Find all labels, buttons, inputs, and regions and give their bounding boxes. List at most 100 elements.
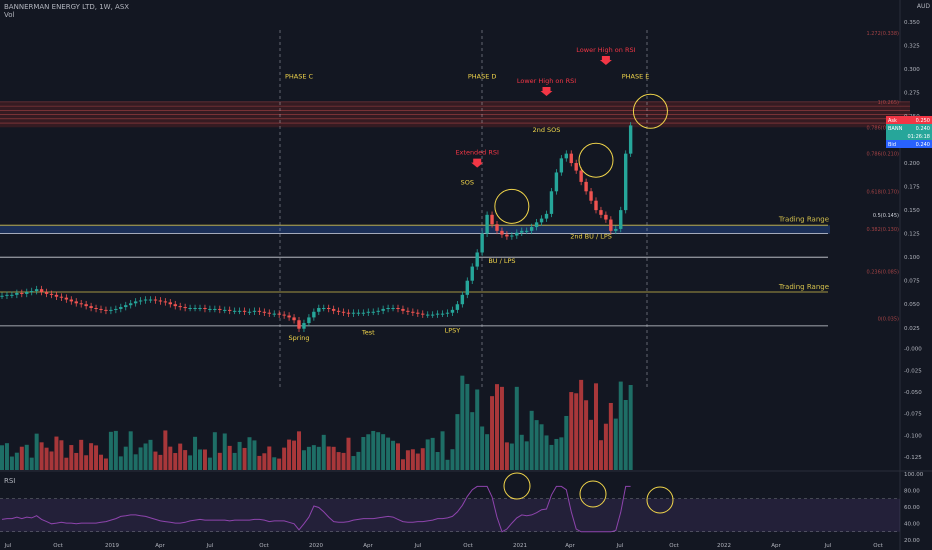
rsi-tick-label: 40.00 [904,522,920,528]
candle-body [589,191,593,201]
volume-bar [618,381,623,470]
price-tick-label: 0.175 [904,185,920,191]
volume-bar [138,447,143,470]
candle-body [614,228,618,231]
chart-annotation: Extended RSI [455,149,499,157]
candle-body [257,310,262,312]
volume-bar [272,457,277,470]
volume-bar [584,400,589,470]
highlight-circle [578,142,614,178]
candle-body [336,310,341,312]
fib-level-label: 0(0.035) [878,316,899,322]
volume-bar [579,379,584,470]
candle-body [331,308,336,311]
volume-bar [628,385,633,470]
fib-level-label: 1.272(0.338) [866,31,899,37]
volume-bar [74,452,79,470]
trading-range-label: Trading Range [778,283,829,291]
volume-bar [128,431,133,470]
volume-bar [539,424,544,470]
candle-body [64,297,69,300]
volume-bar [39,442,44,470]
volume-bar [103,458,108,470]
time-tick-label: Apr [155,543,165,549]
candle-body [34,289,39,292]
candle-body [455,304,460,310]
time-tick-label: Jul [824,543,832,549]
volume-bar [163,430,168,470]
volume-bar [490,396,495,470]
candle-body [430,314,435,316]
volume-bar [391,440,396,470]
volume-bar [598,440,603,470]
time-tick-label: 2022 [717,543,731,549]
candle-body [74,301,78,304]
candle-body [59,296,64,298]
volume-tick-label: -0.125 [904,455,922,461]
candle-body [381,308,385,311]
volume-bar [564,415,569,470]
candle-body [366,311,370,313]
candle-body [262,311,267,313]
volume-bar [321,434,326,470]
volume-bar [386,437,391,470]
candle-body [39,289,44,292]
volume-bar [4,443,9,470]
volume-bar [247,437,252,470]
candle-body [188,308,192,309]
volume-bar [183,450,188,470]
volume-bar [519,434,524,470]
candle-body [435,313,440,315]
candle-body [173,304,177,307]
volume-bar [316,446,321,470]
volume-bar [480,426,485,470]
rsi-band [0,498,900,532]
candle-body [79,303,83,305]
volume-bar [217,452,222,470]
candle-body [480,233,484,253]
volume-bar [440,431,445,470]
candle-body [25,292,29,294]
candle-body [376,310,380,312]
candle-body [158,300,163,302]
highlight-circle [579,480,607,508]
candle-body [534,222,539,228]
volume-bar [19,446,24,470]
volume-bar [396,443,400,470]
candle-body [485,214,489,234]
highlight-circle [494,188,530,224]
candle-body [143,299,148,301]
price-tag-value: 0.240 [916,126,930,132]
time-tick-label: Jul [414,543,422,549]
fib-level-label: 1(0.265) [878,100,899,106]
volume-bar [574,393,579,470]
candle-body [564,153,568,159]
candle-body [470,266,474,281]
volume-bar [475,389,480,470]
fib-level-label: 0.786(0.238) [866,125,899,131]
candle-body [396,308,400,309]
candle-body [569,153,573,164]
candle-body [183,307,187,309]
volume-bar [158,454,163,470]
volume-bar [222,433,227,470]
volume-bar [257,455,262,470]
volume-bar [504,442,509,470]
volume-bar [54,436,59,470]
volume-bar [188,455,193,470]
volume-bar [94,445,99,470]
time-tick-label: Jul [616,543,624,549]
candle-body [119,307,123,309]
candle-body [307,317,311,324]
candle-body [599,210,603,215]
candle-body [203,308,207,309]
volume-bar [326,446,331,470]
rsi-tick-label: 20.00 [904,538,920,544]
price-tag-bg [886,124,932,132]
time-tick-label: 2020 [309,543,323,549]
fib-level-label: 0.382(0.130) [866,227,899,233]
volume-bar [252,440,257,470]
time-tick-label: 2019 [105,543,119,549]
volume-bar [306,446,311,470]
